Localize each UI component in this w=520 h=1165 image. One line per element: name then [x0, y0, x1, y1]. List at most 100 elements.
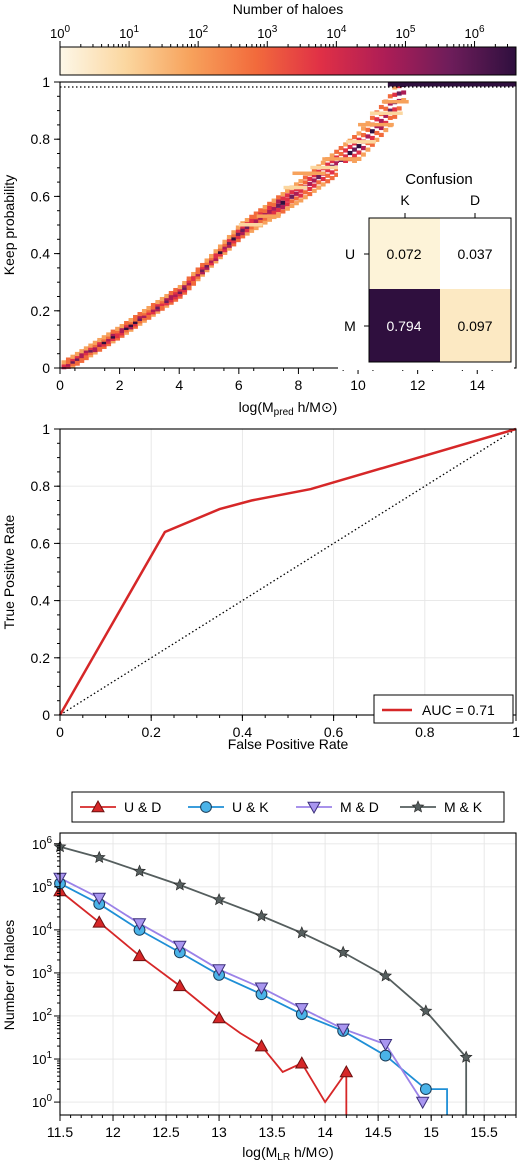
- heatmap-cell: [159, 304, 165, 309]
- marker-triangle-up: [132, 948, 147, 962]
- heatmap-cell: [298, 179, 304, 184]
- heatmap-cell: [392, 92, 398, 97]
- heatmap-cell: [240, 224, 246, 229]
- heatmap-cell: [378, 118, 384, 124]
- heatmap-cell: [191, 279, 197, 284]
- heatmap-cell: [249, 225, 255, 230]
- y-tick-label: 101: [32, 1050, 52, 1067]
- marker-star: [173, 878, 187, 891]
- heatmap-cell: [298, 193, 304, 198]
- heatmap-cell: [128, 327, 134, 332]
- y-tick-label: 102: [32, 1007, 52, 1024]
- heatmap-cell: [293, 201, 299, 206]
- heatmap-cell: [338, 146, 344, 151]
- heatmap-cell: [387, 82, 516, 87]
- heatmap-cell: [141, 311, 147, 316]
- colorbar-tick-label: 105: [395, 24, 415, 41]
- heatmap-cell: [226, 234, 232, 240]
- plot-frame-3: [59, 832, 517, 1116]
- heatmap-cell: [88, 343, 94, 348]
- marker-triangle-down: [378, 1038, 393, 1052]
- heatmap-cell: [356, 150, 362, 155]
- heatmap-cell: [280, 192, 286, 197]
- heatmap-cell: [320, 176, 326, 182]
- confusion-title: Confusion: [405, 171, 473, 188]
- marker-star: [92, 850, 106, 863]
- heatmap-cell: [106, 341, 112, 347]
- heatmap-cell: [83, 353, 89, 358]
- heatmap-cell: [133, 322, 138, 327]
- heatmap-cell: [195, 274, 201, 279]
- marker-triangle-down: [132, 918, 147, 931]
- heatmap-cell: [280, 205, 286, 210]
- heatmap-cell: [110, 336, 116, 341]
- heatmap-cell: [307, 181, 313, 187]
- heatmap-cell: [334, 161, 340, 166]
- heatmap-cell: [285, 206, 290, 211]
- heatmap-cell: [217, 255, 223, 260]
- heatmap-cell: [289, 199, 295, 204]
- heatmap-cell: [159, 306, 165, 311]
- heatmap-cell: [240, 227, 246, 232]
- heatmap-cell: [79, 353, 85, 359]
- confusion-cell-md: [440, 289, 511, 362]
- x-tick-label: 0.6: [324, 724, 344, 740]
- confusion-value-mk: 0.794: [386, 318, 421, 334]
- x-tick-label: 12: [105, 1124, 121, 1140]
- y-tick-label: 106: [32, 835, 52, 852]
- heatmap-cell: [137, 321, 143, 326]
- heatmap-cell: [150, 310, 156, 315]
- heatmap-cell: [182, 280, 188, 286]
- heatmap-cell: [186, 281, 192, 286]
- heatmap-cell: [79, 356, 85, 361]
- heatmap-cell: [387, 115, 393, 121]
- marker-star: [212, 893, 226, 906]
- heatmap-cell: [213, 256, 219, 261]
- marker-triangle-down: [336, 1023, 350, 1036]
- confusion-cell-uk: [369, 218, 440, 289]
- heatmap-cell: [155, 309, 161, 314]
- heatmap-cell: [235, 228, 241, 233]
- heatmap-cell: [177, 294, 183, 299]
- heatmap-cell: [191, 281, 197, 286]
- heatmap-cell: [293, 182, 299, 187]
- confusion-cell-ud: [440, 218, 511, 289]
- heatmap-cell: [311, 173, 317, 178]
- heatmap-cell: [155, 307, 161, 312]
- heatmap-cell: [70, 364, 76, 369]
- x-axis-ticks-2: 0 0.2 0.4 0.6 0.8 1: [56, 715, 520, 740]
- y-axis-ticks-1: 0 0.2 0.4 0.6 0.8 1: [31, 74, 60, 376]
- heatmap-panel: Number of haloes 100 101 102 103 104 105 106 0…: [1, 1, 517, 418]
- heatmap-cell: [168, 295, 174, 300]
- heatmap-cell: [356, 144, 362, 149]
- heatmap-cell: [289, 190, 295, 195]
- heatmap-cell: [137, 314, 143, 319]
- heatmap-cell: [361, 126, 366, 131]
- heatmap-cell: [235, 231, 241, 236]
- roc-diagonal: [59, 428, 517, 716]
- heatmap-cell: [267, 201, 273, 206]
- heatmap-cell: [61, 362, 67, 367]
- heatmap-cell: [365, 127, 371, 132]
- heatmap-cell: [285, 188, 290, 194]
- heatmap-cell: [307, 191, 313, 197]
- heatmap-cell: [369, 129, 375, 134]
- heatmap-cell: [168, 290, 174, 296]
- marker-triangle-down: [212, 964, 226, 977]
- y-tick-label: 103: [32, 964, 52, 981]
- heatmap-cell: [226, 246, 232, 251]
- confusion-cell-mk: [369, 289, 440, 362]
- heatmap-cell: [128, 322, 134, 328]
- heatmap-cell: [369, 142, 375, 147]
- heatmap-cell: [258, 208, 264, 213]
- colorbar-tick-label: 104: [326, 24, 346, 41]
- roc-curve: [58, 427, 517, 716]
- heatmap-cell: [244, 224, 250, 229]
- heatmap-cell: [258, 211, 264, 217]
- y-axis-label-1: Keep probability: [1, 175, 17, 275]
- heatmap-cell: [329, 159, 335, 164]
- heatmap-cell: [101, 337, 107, 342]
- x-tick-label: 0: [56, 377, 64, 393]
- heatmap-cell: [173, 295, 179, 300]
